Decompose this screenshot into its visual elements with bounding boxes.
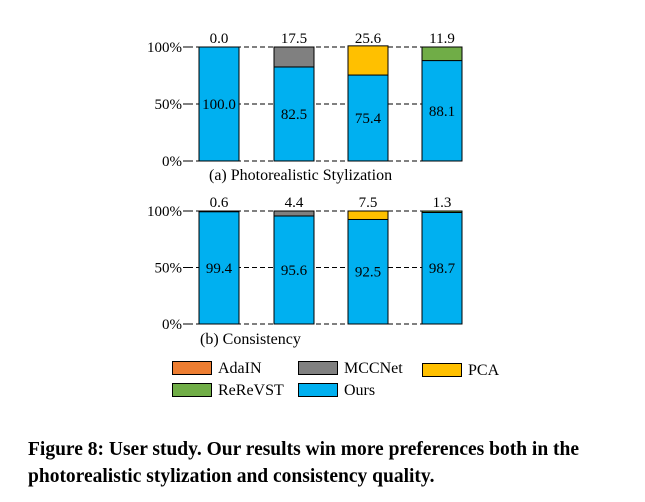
bar-top-label: 7.5 xyxy=(359,195,378,211)
bar-value-label: 99.4 xyxy=(206,261,233,277)
bar-segment-mccnet xyxy=(273,210,315,217)
legend-swatch-adain xyxy=(172,361,212,375)
bar-segment-ours xyxy=(273,215,315,325)
bar-top-label: 17.5 xyxy=(281,31,307,47)
bar-segment-ours xyxy=(198,211,240,325)
legend-item-mccnet: MCCNet xyxy=(298,360,403,378)
legend-label-pca: PCA xyxy=(468,362,500,379)
legend-item-rerevst: ReReVST xyxy=(172,382,284,400)
bar-value-label: 98.7 xyxy=(429,261,456,277)
bar-segment-ours xyxy=(347,218,389,325)
bar-segment-rerevst xyxy=(421,210,463,213)
stacked-bar-charts: 0% 50% 100% 100.0 0.0 82.5 17.5 75.4 25.6 88.1 11.… xyxy=(147,31,463,348)
bar-segment-pca xyxy=(347,45,389,76)
bar-value-label: 75.4 xyxy=(355,111,382,127)
legend-swatch-mccnet xyxy=(298,361,338,375)
chart-panel-2: 0% 50% 100% 99.4 0.6 95.6 4.4 92.5 7.5 98.7 1.3 (b)… xyxy=(147,195,463,348)
y-tick-label: 0% xyxy=(162,317,182,333)
y-tick-label: 50% xyxy=(155,261,183,277)
bar-top-label: 0.6 xyxy=(210,195,229,211)
y-tick-label: 100% xyxy=(147,204,182,220)
bar-segment-ours xyxy=(421,211,463,325)
chart-title: (a) Photorealistic Stylization xyxy=(209,167,392,184)
chart-title: (b) Consistency xyxy=(200,331,301,348)
bar-value-label: 88.1 xyxy=(429,104,455,120)
legend-swatch-rerevst xyxy=(172,383,212,397)
legend-swatch-ours xyxy=(298,383,338,397)
y-tick-label: 0% xyxy=(162,154,182,170)
bar-segment-mccnet xyxy=(273,46,315,68)
legend-label-adain: AdaIN xyxy=(218,360,262,377)
chart-panel-1: 0% 50% 100% 100.0 0.0 82.5 17.5 75.4 25.6 88.1 11.… xyxy=(147,31,463,184)
legend-item-ours: Ours xyxy=(298,382,375,400)
legend-label-rerevst: ReReVST xyxy=(218,382,284,399)
bar-value-label: 100.0 xyxy=(202,97,236,113)
bar-top-label: 0.0 xyxy=(210,31,229,47)
bar-segment-ours xyxy=(198,46,240,162)
legend: AdaIN MCCNet PCA ReReVST Ours xyxy=(172,357,552,403)
y-tick-label: 50% xyxy=(155,97,183,113)
bar-segment-adain xyxy=(198,210,240,213)
bar-value-label: 95.6 xyxy=(281,263,308,279)
bar-value-label: 82.5 xyxy=(281,107,307,123)
bar-top-label: 11.9 xyxy=(429,31,455,47)
bar-top-label: 1.3 xyxy=(433,195,452,211)
bar-segment-pca xyxy=(347,210,389,220)
bar-segment-rerevst xyxy=(421,46,463,62)
figure-caption: Figure 8: User study. Our results win mo… xyxy=(28,439,580,487)
bar-top-label: 25.6 xyxy=(355,31,382,47)
legend-item-pca: PCA xyxy=(422,362,499,380)
legend-swatch-pca xyxy=(422,363,462,377)
bar-value-label: 92.5 xyxy=(355,265,381,281)
bar-top-label: 4.4 xyxy=(285,195,304,211)
legend-label-ours: Ours xyxy=(344,382,376,399)
bar-segment-ours xyxy=(273,66,315,162)
legend-item-adain: AdaIN xyxy=(172,360,262,378)
legend-label-mccnet: MCCNet xyxy=(344,360,403,377)
y-tick-label: 100% xyxy=(147,40,182,56)
